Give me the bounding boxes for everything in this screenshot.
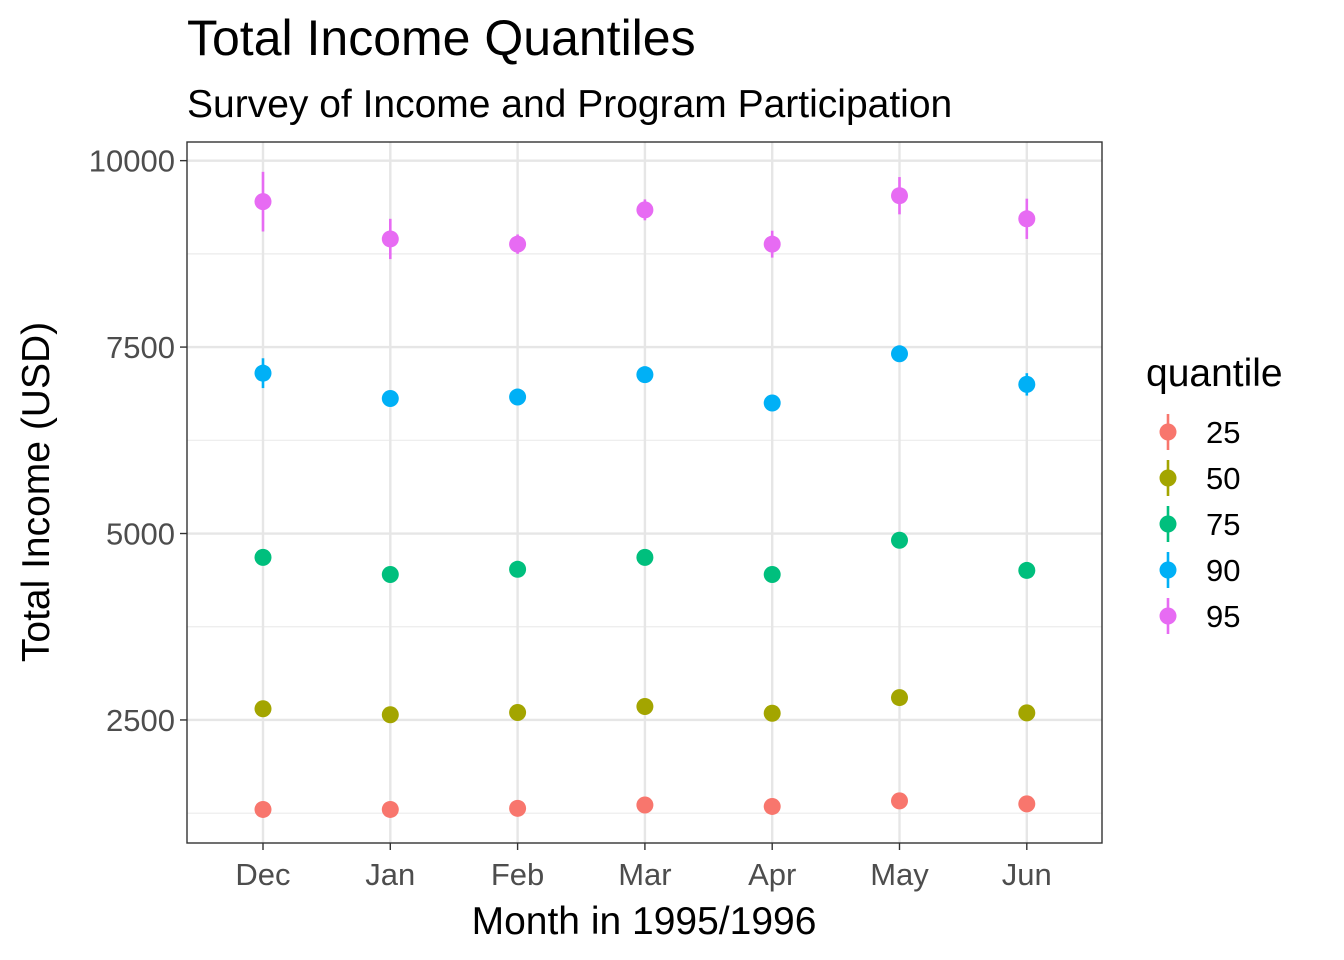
legend-key-point xyxy=(1159,561,1177,579)
data-point xyxy=(636,698,654,716)
legend-label: 25 xyxy=(1206,415,1240,450)
legend-label: 90 xyxy=(1206,553,1240,588)
x-axis-title: Month in 1995/1996 xyxy=(472,900,817,943)
data-point xyxy=(1018,210,1036,228)
chart-subtitle: Survey of Income and Program Participati… xyxy=(187,83,952,126)
y-tick-label: 2500 xyxy=(106,703,175,738)
data-point xyxy=(636,366,654,384)
legend-item-25: 25 xyxy=(1159,414,1240,450)
x-tick-label: Feb xyxy=(491,857,544,892)
data-point xyxy=(381,800,399,818)
series-75 xyxy=(254,531,1036,584)
data-point xyxy=(636,796,654,814)
data-points xyxy=(254,171,1036,818)
x-tick-label: May xyxy=(870,857,929,892)
series-50 xyxy=(254,689,1036,724)
legend-item-95: 95 xyxy=(1159,598,1240,634)
data-point xyxy=(254,548,272,566)
legend: quantile 25 50 75 90 95 xyxy=(1146,352,1283,634)
data-point xyxy=(891,345,908,363)
x-tick-label: Jun xyxy=(1002,857,1052,892)
data-point xyxy=(381,566,399,584)
data-point xyxy=(1018,795,1036,813)
legend-key-point xyxy=(1159,607,1177,625)
y-tick-label: 7500 xyxy=(106,330,175,365)
data-point xyxy=(763,704,781,722)
series-95 xyxy=(254,171,1036,260)
data-point xyxy=(509,235,527,253)
data-point xyxy=(509,560,527,578)
data-point xyxy=(509,703,527,721)
data-point xyxy=(381,230,399,248)
data-point xyxy=(636,201,654,219)
legend-key-point xyxy=(1159,423,1177,441)
x-tick-label: Jan xyxy=(365,857,415,892)
data-point xyxy=(381,706,399,724)
data-point xyxy=(1018,375,1036,393)
data-point xyxy=(1018,704,1036,722)
y-axis-title: Total Income (USD) xyxy=(15,322,58,662)
legend-label: 50 xyxy=(1206,461,1240,496)
data-point xyxy=(381,390,399,408)
series-25 xyxy=(254,792,1036,818)
grid xyxy=(187,142,1102,843)
data-point xyxy=(891,531,908,549)
y-tick-label: 10000 xyxy=(89,144,175,179)
data-point xyxy=(254,364,272,382)
legend-key-point xyxy=(1159,515,1177,533)
y-tick-label: 5000 xyxy=(106,517,175,552)
data-point xyxy=(891,792,908,810)
data-point xyxy=(891,187,908,205)
data-point xyxy=(891,689,908,707)
x-tick-label: Dec xyxy=(235,857,290,892)
legend-item-90: 90 xyxy=(1159,552,1240,588)
legend-label: 75 xyxy=(1206,507,1240,542)
legend-item-75: 75 xyxy=(1159,506,1240,542)
data-point xyxy=(763,394,781,412)
legend-item-50: 50 xyxy=(1159,460,1240,496)
data-point xyxy=(1018,561,1036,579)
legend-title: quantile xyxy=(1146,352,1283,395)
data-point xyxy=(763,566,781,584)
data-point xyxy=(763,797,781,815)
data-point xyxy=(636,548,654,566)
legend-key-point xyxy=(1159,469,1177,487)
legend-label: 95 xyxy=(1206,599,1240,634)
data-point xyxy=(509,388,527,406)
x-tick-label: Mar xyxy=(618,857,671,892)
x-tick-label: Apr xyxy=(748,857,796,892)
data-point xyxy=(254,193,272,211)
data-point xyxy=(254,800,272,818)
data-point xyxy=(763,235,781,253)
y-axis: 2500 5000 7500 10000 xyxy=(89,144,187,738)
data-point xyxy=(509,799,527,817)
data-point xyxy=(254,700,272,718)
chart-title: Total Income Quantiles xyxy=(187,10,696,66)
series-90 xyxy=(254,345,1036,412)
x-axis: Dec Jan Feb Mar Apr May Jun xyxy=(235,843,1052,892)
